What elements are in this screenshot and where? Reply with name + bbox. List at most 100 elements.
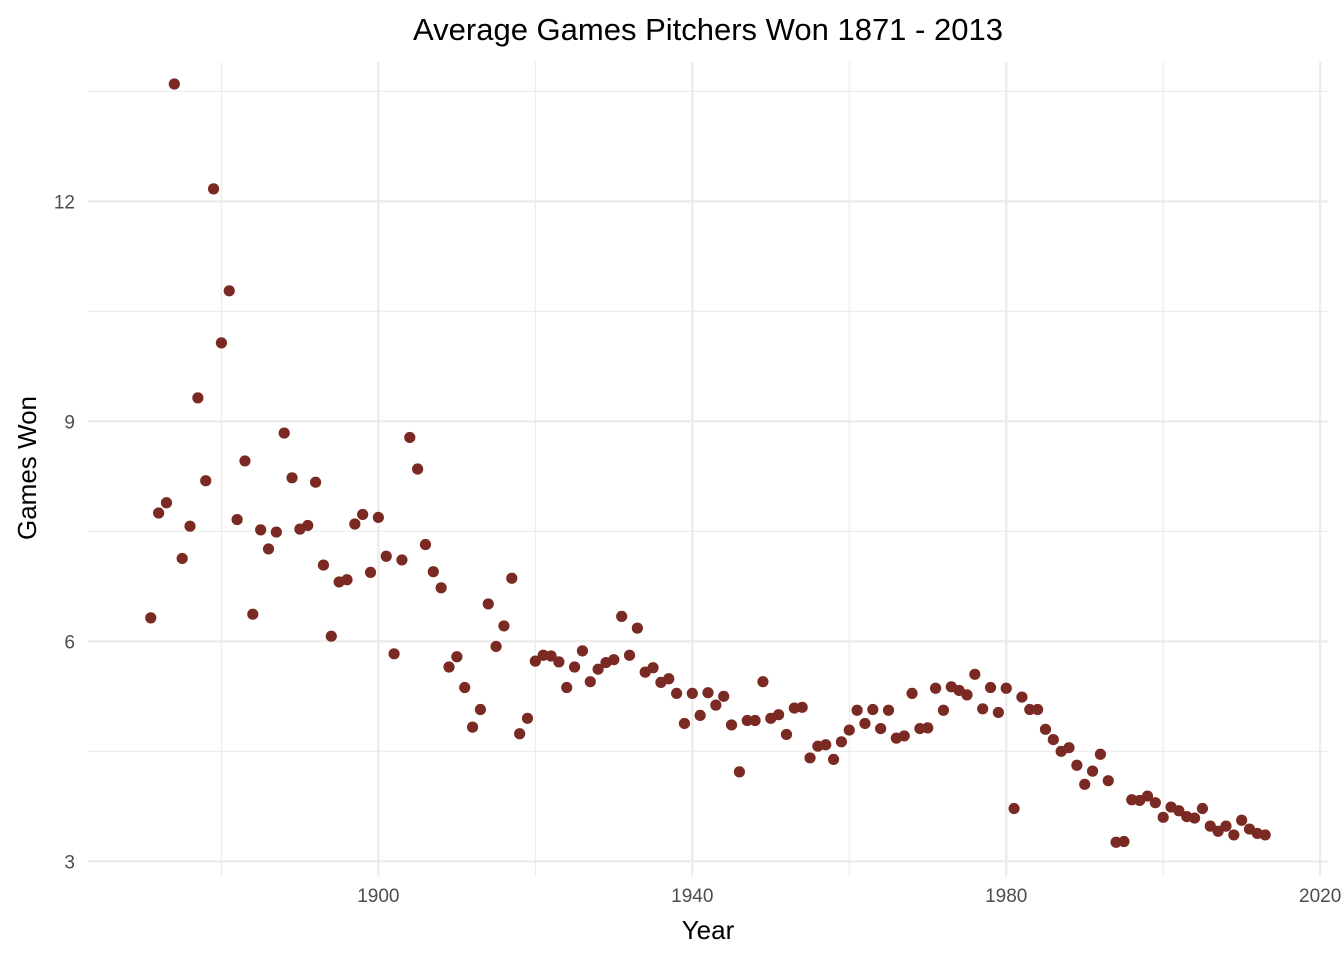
data-point	[702, 687, 714, 699]
data-point	[741, 714, 753, 727]
data-point	[396, 554, 408, 566]
data-point	[718, 690, 730, 702]
data-point	[796, 701, 808, 713]
data-point	[553, 656, 565, 668]
data-point	[647, 662, 659, 674]
data-point	[1079, 778, 1091, 790]
data-point	[412, 463, 424, 475]
y-tick-label: 9	[64, 412, 75, 433]
data-point	[725, 719, 738, 731]
data-point	[671, 687, 683, 700]
data-point	[388, 648, 400, 660]
data-point	[1016, 691, 1028, 703]
data-points	[145, 78, 1271, 848]
data-point	[145, 612, 157, 624]
data-point	[341, 574, 353, 586]
data-point	[898, 730, 910, 742]
data-point	[1196, 802, 1209, 815]
data-point	[859, 717, 871, 730]
data-point	[270, 526, 282, 538]
data-point	[207, 183, 220, 195]
data-point	[1086, 765, 1099, 777]
data-point	[404, 431, 416, 444]
data-point	[357, 508, 369, 521]
data-point	[419, 538, 432, 551]
data-point	[827, 753, 840, 766]
data-point	[451, 651, 463, 663]
data-point	[474, 703, 487, 716]
data-point	[937, 704, 950, 716]
data-point	[231, 514, 243, 526]
data-point	[843, 724, 855, 736]
data-point	[961, 689, 973, 701]
y-tick-label: 3	[64, 852, 75, 873]
data-point	[215, 337, 228, 349]
data-point	[380, 550, 392, 562]
data-point	[1102, 775, 1114, 787]
data-point	[309, 476, 322, 488]
data-point	[969, 668, 981, 680]
data-point	[1094, 748, 1107, 760]
x-tick-label: 1940	[671, 886, 713, 907]
data-point	[184, 520, 196, 532]
data-point	[1032, 703, 1044, 716]
data-point	[875, 723, 887, 735]
data-point	[160, 497, 173, 509]
data-point	[1149, 797, 1161, 809]
data-point	[262, 543, 275, 555]
data-point	[176, 552, 188, 565]
data-point	[851, 704, 863, 716]
data-point	[584, 676, 596, 688]
data-point	[459, 681, 471, 694]
y-tick-label: 6	[64, 632, 75, 653]
data-point	[529, 655, 541, 667]
data-point	[506, 572, 518, 584]
data-point	[317, 559, 330, 571]
chart-title: Average Games Pitchers Won 1871 - 2013	[413, 12, 1003, 47]
data-point	[364, 566, 377, 579]
data-point	[1220, 820, 1232, 832]
data-point	[325, 630, 337, 642]
x-tick-label: 1980	[985, 886, 1027, 907]
data-point	[576, 645, 589, 657]
data-point	[835, 736, 848, 748]
data-point	[992, 706, 1004, 719]
x-axis-title: Year	[682, 915, 735, 945]
data-point	[223, 285, 235, 297]
data-point	[1141, 790, 1154, 802]
data-point	[545, 650, 557, 662]
data-point	[153, 507, 165, 519]
data-point	[757, 676, 769, 688]
data-point	[1157, 811, 1169, 823]
data-point	[435, 582, 447, 594]
data-point	[482, 598, 494, 610]
data-point	[710, 699, 722, 711]
data-point	[1024, 703, 1036, 716]
data-point	[1188, 812, 1201, 824]
data-point	[1047, 734, 1059, 746]
data-point	[984, 681, 997, 694]
data-point	[631, 622, 643, 634]
data-point	[616, 610, 628, 623]
data-point	[466, 721, 479, 733]
data-point	[561, 681, 573, 694]
major-gridlines	[88, 62, 1328, 876]
data-point	[302, 519, 314, 532]
data-point	[820, 739, 832, 751]
data-point	[678, 717, 691, 730]
data-point	[247, 608, 259, 620]
data-point	[694, 709, 706, 722]
data-point	[592, 663, 604, 675]
data-point	[929, 682, 942, 694]
data-point	[568, 661, 581, 673]
data-point	[882, 704, 895, 716]
data-point	[1071, 759, 1083, 771]
data-point	[623, 649, 636, 661]
data-point	[1000, 682, 1012, 694]
data-point	[372, 511, 384, 523]
data-point	[192, 392, 204, 404]
data-point	[239, 455, 251, 467]
data-point	[1063, 742, 1075, 754]
data-point	[906, 687, 918, 700]
